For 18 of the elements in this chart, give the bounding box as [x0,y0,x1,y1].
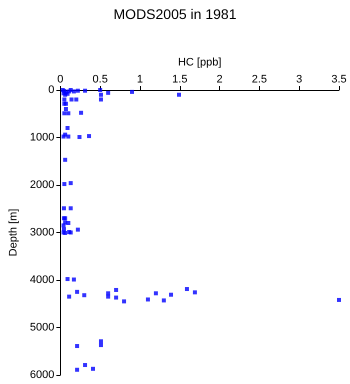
x-tick-label: 3 [296,74,302,86]
y-tick-label: 3000 [30,226,54,238]
y-tick-label: 2000 [30,179,54,191]
x-axis-title: HC [ppb] [178,56,222,68]
y-tick-label: 5000 [30,322,54,334]
x-tick-label: 1 [136,74,144,86]
chart-title: MODS2005 in 1981 [114,6,237,22]
x-tick-label: 2 [216,74,223,86]
x-tick-label: 0 [57,74,64,86]
y-tick-label: 6000 [30,369,54,381]
x-tick-label: 0.5 [92,74,108,86]
x-tick-label: 2.5 [252,74,268,86]
x-tick-label: 3.5 [331,74,347,86]
y-tick-label: 0 [48,84,54,96]
y-axis-title: Depth [m] [8,208,20,256]
x-tick-label: 1.5 [172,74,188,86]
y-tick-label: 4000 [30,274,54,286]
y-tick-label: 1000 [30,132,54,144]
